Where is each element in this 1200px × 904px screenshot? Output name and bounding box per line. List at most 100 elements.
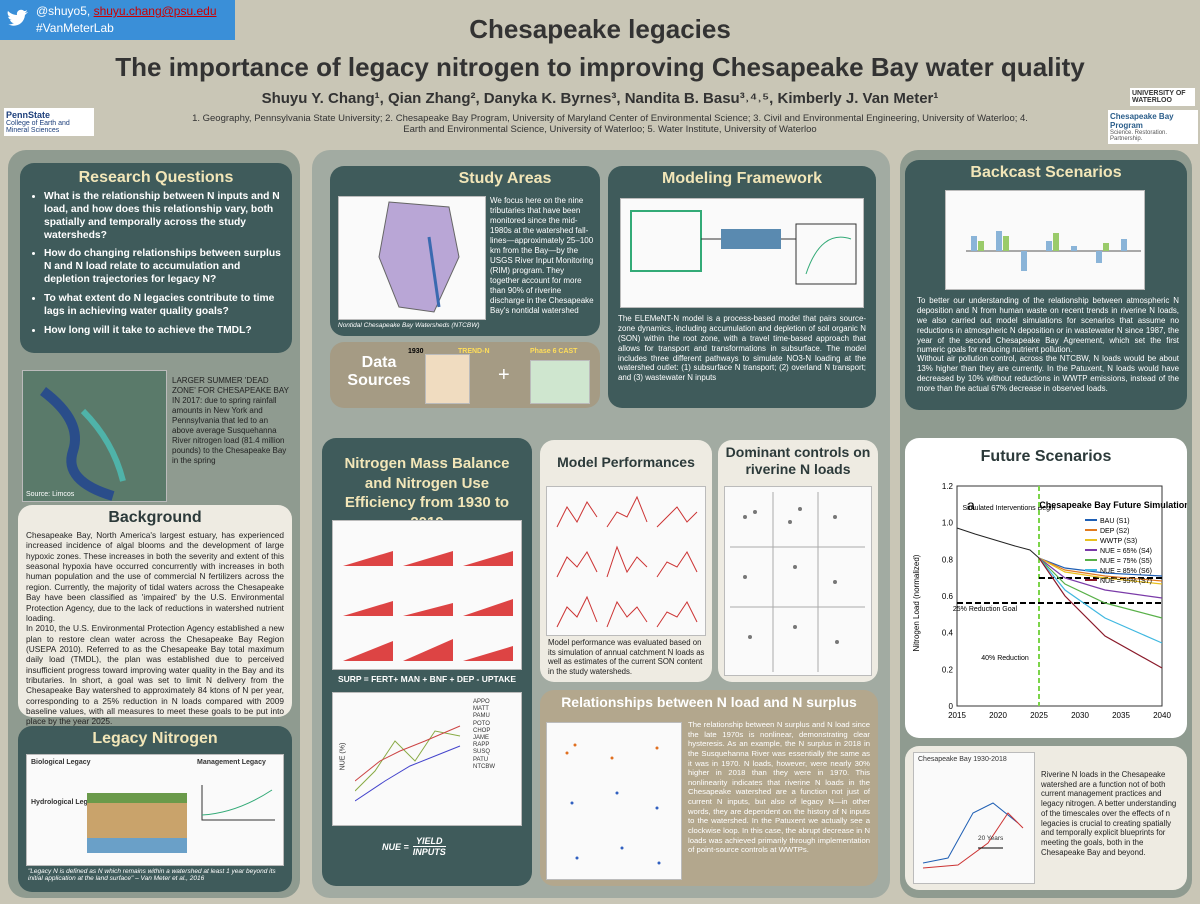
panel-title: Study Areas — [458, 170, 552, 187]
twitter-icon — [7, 9, 29, 26]
cast-label: Phase 6 CAST — [530, 348, 578, 355]
legend-entry: DEP (S2) — [1100, 528, 1129, 535]
dominant-controls-panel: Dominant controls on riverine N loads — [718, 440, 878, 682]
cbp-logo: Chesapeake Bay Program Science. Restorat… — [1108, 110, 1198, 144]
legend-entry: NTCBW — [473, 763, 495, 770]
paragraph: To better our understanding of the relat… — [917, 296, 1179, 355]
map-graphic — [39, 387, 126, 501]
affiliations: 1. Geography, Pennsylvania State Univers… — [192, 113, 1028, 135]
diagram — [201, 785, 275, 821]
question: What is the relationship between N input… — [44, 191, 282, 242]
paragraph: Without air pollution control, across th… — [917, 354, 1179, 393]
controls-figure — [724, 486, 872, 676]
equation: SURP = FERT+ MAN + BNF + DEP - UPTAKE — [337, 674, 517, 684]
legend-entry: CHOP — [473, 727, 491, 734]
text: Riverine N loads in the Chesapeake water… — [1041, 770, 1177, 857]
legend-entry: JAME — [473, 734, 490, 741]
panel-title: Data Sources — [347, 354, 411, 389]
mass-balance-figure — [332, 520, 522, 670]
text: Model performance was evaluated based on… — [548, 638, 705, 677]
hashtag: #VanMeterLab — [36, 21, 114, 35]
year-label: 1930 — [408, 348, 424, 355]
cast-map — [530, 360, 590, 404]
trend-label: TREND-N — [458, 348, 490, 355]
authors: Shuyu Y. Chang¹, Qian Zhang², Danyka K. … — [261, 90, 939, 107]
model-diagram — [620, 198, 864, 308]
email-link[interactable]: shuyu.chang@psu.edu — [93, 4, 217, 18]
legend-entry: NUE = 85% (S6) — [1100, 568, 1152, 575]
study-map — [338, 196, 486, 320]
model-performances-panel: Model Performances Model performance was… — [540, 440, 712, 682]
legacy-nitrogen-panel: Legacy Nitrogen Biological Legacy Hydrol… — [18, 726, 292, 892]
y-tick-label: 1.0 — [942, 519, 954, 528]
panel-title: Backcast Scenarios — [970, 164, 1122, 181]
figure-label: Biological Legacy — [31, 759, 91, 766]
panel-title: Relationships between N load and N surpl… — [561, 694, 857, 710]
trend-map — [425, 354, 470, 404]
x-tick-label: 2035 — [1112, 711, 1130, 720]
lag-figure: Chesapeake Bay 1930-2018 20 Years — [913, 752, 1035, 884]
study-areas-panel: Study Areas Nontidal Chesapeake Bay Wate… — [330, 166, 600, 336]
twitter-handle: @shuyo5, — [36, 4, 91, 18]
x-tick-label: 2025 — [1030, 711, 1048, 720]
image-source: Source: Limcos — [26, 491, 75, 498]
history-line — [956, 527, 1040, 559]
legacy-figure: Biological Legacy Hydrological Legacy Ma… — [26, 754, 284, 866]
x-tick-label: 2040 — [1153, 711, 1171, 720]
performance-figure — [546, 486, 706, 636]
legend-entry: NUE = 75% (S5) — [1100, 558, 1152, 565]
numerator: YIELD — [412, 836, 446, 847]
denominator: INPUTS — [412, 847, 446, 857]
plot-frame — [956, 485, 1163, 707]
caption: Nontidal Chesapeake Bay Watersheds (NTCB… — [338, 322, 480, 329]
logo-text: College of Earth and Mineral Sciences — [6, 120, 70, 134]
logo-text: Chesapeake Bay Program — [1110, 112, 1174, 130]
research-questions-panel: Research Questions What is the relations… — [20, 163, 292, 353]
nue-equation: NUE = YIELD INPUTS — [382, 836, 446, 857]
future-chart: Nitrogen Load (normalized) a Simulated I… — [912, 482, 1187, 720]
panel-title: Background — [108, 509, 202, 526]
annotation: 25% Reduction Goal — [953, 606, 1018, 613]
y-tick-label: 0 — [949, 702, 954, 711]
x-tick-label: 2020 — [989, 711, 1007, 720]
backcast-figure — [945, 190, 1145, 290]
question: To what extent do N legacies contribute … — [44, 293, 282, 319]
panel-title: Research Questions — [78, 169, 234, 186]
waterloo-logo: UNIVERSITY OF WATERLOO — [1130, 88, 1195, 106]
y-tick-label: 0.2 — [942, 665, 954, 674]
paragraph: In 2010, the U.S. Environmental Protecti… — [26, 623, 284, 727]
legend-entry: APPO — [473, 699, 490, 705]
annotation: Simulated Interventions Begin — [963, 505, 1056, 512]
panel-title: Future Scenarios — [980, 448, 1112, 465]
legend-entry: PAMU — [473, 713, 490, 720]
legend-entry: NUE = 95% (S7) — [1100, 578, 1152, 585]
map-graphic — [378, 201, 460, 313]
background-panel: Background Chesapeake Bay, North America… — [18, 505, 292, 726]
legend-entry: POTO — [473, 720, 490, 727]
question: How long will it take to achieve the TMD… — [44, 325, 282, 338]
y-tick-label: 0.6 — [942, 592, 954, 601]
paragraph: Chesapeake Bay, North America's largest … — [26, 530, 284, 623]
legend-entry: NUE = 65% (S4) — [1100, 548, 1152, 555]
logo-text: Science. Restoration. Partnership. — [1110, 130, 1168, 142]
dead-zone-image: Source: Limcos — [22, 370, 167, 502]
title: Chesapeake legacies — [469, 14, 731, 44]
text: The ELEMeNT-N model is a process-based m… — [618, 314, 866, 383]
text: The relationship between N surplus and N… — [688, 720, 870, 855]
annotation: 20 Years — [978, 835, 1004, 842]
scatter-graphic — [730, 492, 865, 672]
diagram — [630, 210, 857, 285]
annotation: Chesapeake Bay Future Simulations — [1039, 500, 1187, 510]
data-sources-panel: Data Sources 1930 TREND-N + Phase 6 CAST — [330, 342, 600, 408]
y-tick-label: 1.2 — [942, 482, 954, 491]
axis-label: NUE (%) — [339, 742, 347, 771]
legend-entry: PATU — [473, 756, 489, 763]
future-panel: Future Scenarios Nitrogen Load (normaliz… — [905, 438, 1187, 738]
line-graphic — [355, 725, 461, 802]
relationships-panel: Relationships between N load and N surpl… — [540, 690, 878, 886]
social-bar: @shuyo5, shuyu.chang@psu.edu #VanMeterLa… — [0, 0, 235, 40]
legend-entry: WWTP (S3) — [1100, 538, 1137, 545]
figure-label: Hydrological Legacy — [31, 799, 100, 806]
text: We focus here on the nine tributaries th… — [490, 196, 594, 315]
